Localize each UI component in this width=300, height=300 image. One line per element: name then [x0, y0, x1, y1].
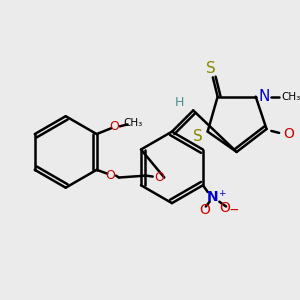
Text: +: + — [218, 190, 226, 199]
Text: ‒: ‒ — [230, 203, 238, 218]
Text: O: O — [200, 203, 210, 218]
Text: O: O — [283, 127, 294, 141]
Text: O: O — [154, 171, 164, 184]
Text: O: O — [105, 169, 115, 182]
Text: O: O — [220, 201, 231, 215]
Text: CH₃: CH₃ — [124, 118, 143, 128]
Text: N: N — [207, 190, 218, 204]
Text: S: S — [206, 61, 216, 76]
Text: CH₃: CH₃ — [282, 92, 300, 102]
Text: O: O — [109, 120, 119, 133]
Text: N: N — [259, 89, 270, 104]
Text: S: S — [193, 129, 203, 144]
Text: H: H — [175, 96, 184, 109]
